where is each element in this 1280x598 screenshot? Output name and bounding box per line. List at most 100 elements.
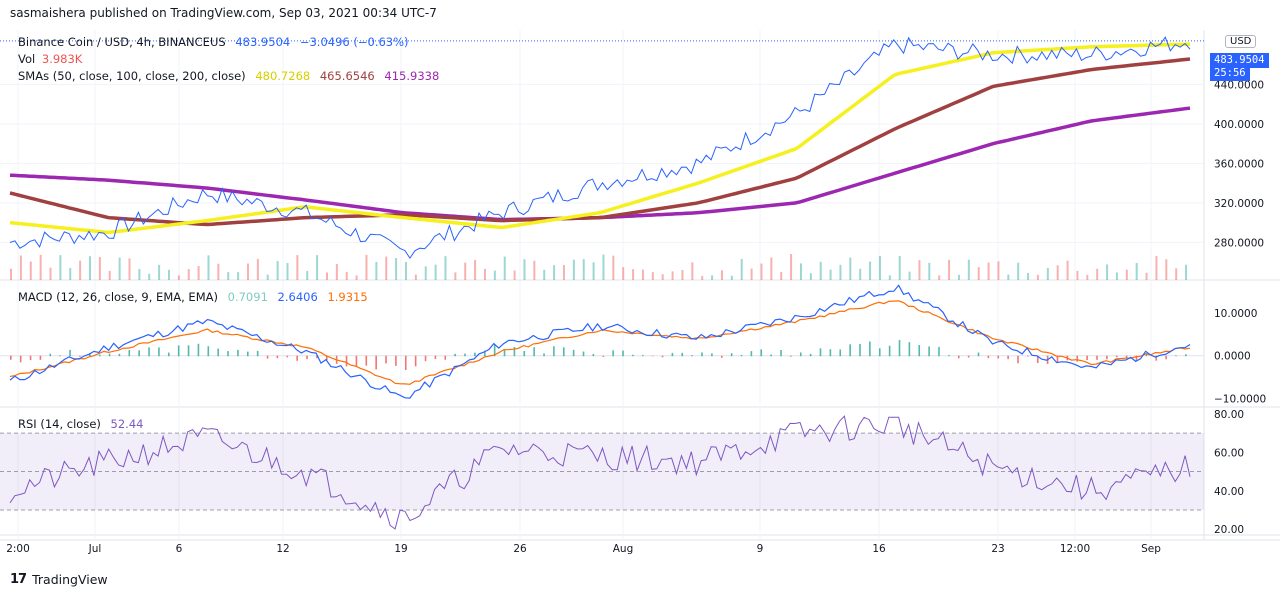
x-tick-label: 12: [276, 543, 289, 555]
macd-histogram-bar: [641, 355, 644, 357]
last-price-badge: 483.9504: [1210, 53, 1269, 68]
volume-bar: [385, 256, 388, 280]
macd-tick-label: −10.0000: [1214, 393, 1266, 405]
macd-histogram-bar: [691, 355, 693, 357]
volume-bar: [533, 260, 536, 280]
macd-histogram-bar: [1076, 355, 1079, 362]
volume-bar: [177, 275, 180, 280]
volume-value: 3.983K: [41, 52, 83, 66]
macd-histogram-bar: [918, 345, 921, 357]
macd-histogram-bar: [355, 355, 358, 367]
volume-bar: [928, 262, 931, 280]
volume-bar: [49, 267, 52, 280]
macd-histogram-bar: [1027, 355, 1029, 357]
macd-legend: MACD (12, 26, close, 9, EMA, EMA) 0.7091…: [18, 290, 374, 304]
x-tick-label: Aug: [613, 543, 634, 555]
volume-bar: [227, 272, 230, 280]
macd-histogram-bar: [375, 355, 377, 370]
volume-bar: [888, 275, 891, 280]
price-tick-label: 440.0000: [1214, 79, 1264, 91]
macd-histogram-bar: [424, 355, 427, 362]
volume-bar: [474, 259, 477, 280]
macd-histogram-bar: [10, 355, 12, 360]
rsi-label[interactable]: RSI (14, close): [18, 417, 101, 431]
macd-histogram-bar: [88, 353, 91, 357]
volume-bar: [345, 271, 348, 280]
macd-histogram-bar: [829, 349, 832, 357]
macd-histogram-bar: [938, 346, 940, 357]
rsi-layer: [0, 415, 1204, 530]
volume-bar: [948, 259, 951, 280]
volume-bar: [760, 263, 763, 280]
volume-bar: [1165, 259, 1168, 280]
macd-histogram-bar: [19, 355, 22, 363]
volume-bar: [513, 270, 516, 280]
volume-bar: [523, 259, 526, 280]
volume-bar: [1086, 274, 1089, 280]
macd-histogram-bar: [345, 355, 348, 367]
macd-histogram-bar: [167, 352, 170, 357]
macd-histogram-bar: [454, 353, 456, 357]
macd-histogram-bar: [325, 355, 328, 361]
volume-bar: [730, 275, 733, 280]
volume-bar: [266, 274, 269, 280]
macd-histogram-bar: [720, 355, 723, 358]
macd-histogram-bar: [513, 346, 516, 357]
price-series-layer: [9, 36, 1191, 259]
volume-bar: [493, 270, 496, 280]
volume-bar: [612, 255, 615, 280]
volume-bar: [306, 270, 309, 280]
macd-histogram-bar: [928, 346, 930, 357]
volume-label[interactable]: Vol: [18, 52, 36, 66]
tradingview-footer[interactable]: 17 TradingView: [10, 572, 108, 587]
macd-histogram-bar: [158, 347, 160, 357]
volume-bar: [1046, 268, 1049, 280]
volume-bar: [809, 273, 812, 280]
volume-bar: [878, 255, 881, 280]
macd-histogram-bar: [730, 353, 733, 357]
volume-bar: [1066, 260, 1069, 280]
volume-bar: [553, 265, 556, 280]
macd-histogram-bar: [197, 343, 200, 357]
macd-histogram-bar: [780, 349, 782, 357]
volume-bar: [414, 274, 417, 280]
volume-bar: [138, 269, 141, 280]
macd-histogram-bar: [543, 353, 545, 357]
axis-layer: 2:00 Jul 6 12 19 26 Aug 9 16 23 12:00 Sep 440.0000 40…: [6, 79, 1266, 555]
macd-histogram-bar: [316, 355, 318, 359]
x-tick-label: 19: [394, 543, 407, 555]
sma-label[interactable]: SMAs (50, close, 100, close, 200, close): [18, 69, 246, 83]
volume-bar: [10, 268, 12, 280]
price-tick-label: 280.0000: [1214, 237, 1264, 249]
macd-histogram-bar: [948, 355, 950, 357]
symbol-label[interactable]: Binance Coin / USD, 4h, BINANCEUS: [18, 35, 226, 49]
sma200-value: 415.9338: [384, 69, 440, 83]
macd-histogram-bar: [187, 345, 190, 357]
macd-label[interactable]: MACD (12, 26, close, 9, EMA, EMA): [18, 290, 218, 304]
volume-bar: [839, 264, 842, 280]
macd-histogram-bar: [1096, 355, 1098, 360]
macd-histogram-bar: [1185, 354, 1187, 357]
macd-histogram-bar: [177, 345, 180, 357]
sma50-line: [9, 42, 1191, 235]
volume-bar: [661, 274, 664, 280]
volume-bar: [167, 269, 170, 280]
macd-histogram-bar: [740, 354, 743, 357]
volume-bar: [118, 257, 121, 280]
volume-bar: [1007, 274, 1010, 280]
rsi-legend: RSI (14, close) 52.44: [18, 417, 149, 431]
volume-legend: Vol 3.983K: [18, 52, 88, 66]
volume-bar: [1175, 268, 1178, 280]
price-tick-label: 320.0000: [1214, 198, 1264, 210]
macd-histogram-bar: [464, 353, 466, 357]
price-tick-label: 360.0000: [1214, 158, 1264, 170]
volume-bar: [19, 255, 22, 280]
publish-line: sasmaishera published on TradingView.com…: [10, 6, 437, 20]
volume-bar: [977, 267, 980, 280]
x-tick-label: 9: [757, 543, 764, 555]
currency-button[interactable]: USD: [1225, 35, 1257, 48]
volume-bar: [276, 261, 279, 280]
macd-histogram-bar: [908, 342, 911, 357]
macd-histogram-bar: [256, 350, 259, 357]
price-legend: Binance Coin / USD, 4h, BINANCEUS 483.95…: [18, 35, 415, 49]
